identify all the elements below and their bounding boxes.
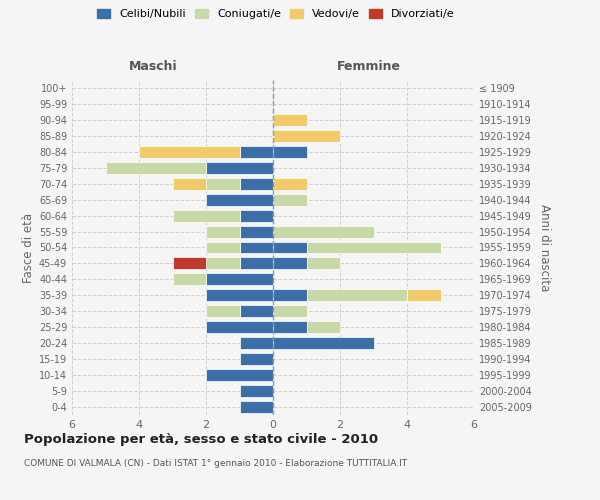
Text: Popolazione per età, sesso e stato civile - 2010: Popolazione per età, sesso e stato civil… — [24, 432, 378, 446]
Bar — [106, 162, 206, 173]
Bar — [239, 306, 273, 318]
Bar — [273, 194, 307, 205]
Bar — [206, 369, 273, 381]
Bar — [239, 401, 273, 413]
Bar — [273, 242, 307, 254]
Bar — [273, 306, 307, 318]
Bar — [273, 258, 307, 270]
Bar — [307, 290, 407, 302]
Bar — [173, 258, 206, 270]
Text: COMUNE DI VALMALA (CN) - Dati ISTAT 1° gennaio 2010 - Elaborazione TUTTITALIA.IT: COMUNE DI VALMALA (CN) - Dati ISTAT 1° g… — [24, 459, 407, 468]
Bar — [206, 178, 239, 190]
Bar — [173, 274, 206, 285]
Bar — [273, 178, 307, 190]
Bar — [273, 290, 307, 302]
Bar — [307, 258, 340, 270]
Bar — [206, 274, 273, 285]
Bar — [173, 178, 206, 190]
Bar — [239, 210, 273, 222]
Bar — [206, 322, 273, 333]
Text: Maschi: Maschi — [128, 60, 178, 72]
Bar — [273, 337, 373, 349]
Bar — [273, 130, 340, 142]
Bar — [206, 290, 273, 302]
Text: Femmine: Femmine — [337, 60, 401, 72]
Bar — [206, 242, 239, 254]
Bar — [239, 385, 273, 397]
Bar — [273, 322, 307, 333]
Bar — [239, 337, 273, 349]
Bar — [206, 226, 239, 237]
Bar — [139, 146, 239, 158]
Y-axis label: Fasce di età: Fasce di età — [22, 212, 35, 282]
Y-axis label: Anni di nascita: Anni di nascita — [538, 204, 551, 291]
Bar — [239, 178, 273, 190]
Bar — [407, 290, 440, 302]
Legend: Celibi/Nubili, Coniugati/e, Vedovi/e, Divorziati/e: Celibi/Nubili, Coniugati/e, Vedovi/e, Di… — [94, 6, 458, 22]
Bar — [206, 162, 273, 173]
Bar — [206, 258, 239, 270]
Bar — [206, 306, 239, 318]
Bar — [239, 146, 273, 158]
Bar — [239, 242, 273, 254]
Bar — [239, 258, 273, 270]
Bar — [173, 210, 239, 222]
Bar — [307, 322, 340, 333]
Bar — [239, 226, 273, 237]
Bar — [206, 194, 273, 205]
Bar — [273, 114, 307, 126]
Bar — [273, 226, 373, 237]
Bar — [273, 146, 307, 158]
Bar — [307, 242, 440, 254]
Bar — [239, 353, 273, 365]
